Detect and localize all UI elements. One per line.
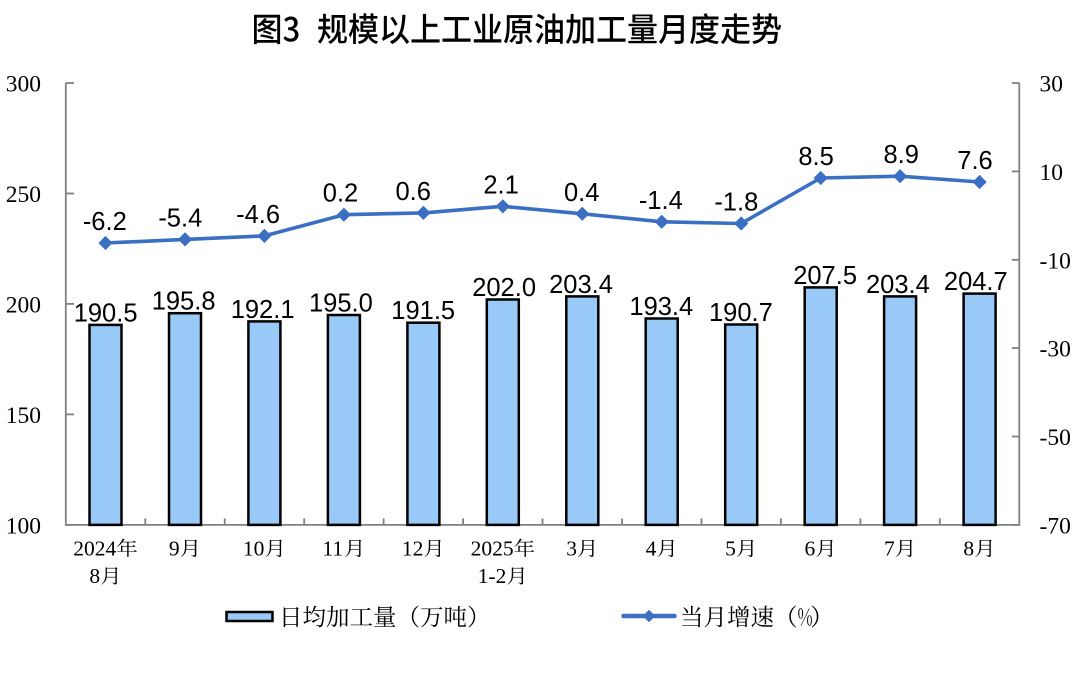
svg-text:300: 300	[6, 72, 41, 98]
svg-text:9: 9	[169, 537, 180, 561]
svg-text:195.8: 195.8	[152, 288, 216, 316]
svg-text:-10: -10	[1040, 248, 1071, 274]
svg-text:3: 3	[566, 537, 577, 561]
svg-text:7.6: 7.6	[957, 147, 992, 175]
svg-text:7: 7	[884, 537, 895, 561]
svg-text:250: 250	[6, 182, 41, 208]
svg-text:-50: -50	[1040, 425, 1071, 451]
svg-text:203.4: 203.4	[549, 271, 613, 299]
svg-text:12: 12	[402, 537, 424, 561]
svg-text:8: 8	[89, 564, 100, 588]
svg-text:10: 10	[1040, 160, 1064, 186]
svg-text:-30: -30	[1040, 337, 1071, 363]
svg-text:10: 10	[243, 537, 265, 561]
svg-text:202.0: 202.0	[472, 274, 536, 302]
svg-text:5: 5	[725, 537, 736, 561]
svg-text:200: 200	[6, 293, 41, 319]
svg-text:-6.2: -6.2	[83, 208, 127, 236]
svg-text:2024: 2024	[73, 537, 116, 561]
svg-text:30: 30	[1040, 72, 1064, 98]
svg-text:0.4: 0.4	[564, 179, 599, 207]
svg-text:11: 11	[322, 537, 343, 561]
svg-text:-1.4: -1.4	[639, 187, 683, 215]
svg-text:150: 150	[6, 403, 41, 429]
svg-text:195.0: 195.0	[309, 290, 373, 318]
svg-text:190.5: 190.5	[74, 299, 138, 327]
svg-text:193.4: 193.4	[629, 293, 693, 321]
svg-text:2.1: 2.1	[483, 171, 518, 199]
svg-text:4: 4	[646, 537, 657, 561]
svg-text:190.7: 190.7	[709, 299, 773, 327]
svg-text:-5.4: -5.4	[158, 204, 202, 232]
svg-text:100: 100	[6, 514, 41, 540]
svg-text:8: 8	[963, 537, 974, 561]
svg-text:0.2: 0.2	[323, 180, 358, 208]
svg-text:207.5: 207.5	[793, 262, 857, 290]
svg-text:-1.8: -1.8	[714, 189, 758, 217]
svg-text:0.6: 0.6	[395, 178, 430, 206]
svg-text:191.5: 191.5	[391, 297, 455, 325]
svg-text:204.7: 204.7	[944, 268, 1008, 296]
svg-text:1-2: 1-2	[478, 564, 507, 588]
svg-text:-4.6: -4.6	[236, 201, 280, 229]
svg-text:8.5: 8.5	[798, 143, 833, 171]
svg-text:-70: -70	[1040, 514, 1071, 540]
svg-text:203.4: 203.4	[866, 271, 930, 299]
svg-text:192.1: 192.1	[231, 296, 295, 324]
svg-text:8.9: 8.9	[883, 141, 918, 169]
svg-text:2025: 2025	[471, 537, 514, 561]
svg-text:6: 6	[805, 537, 816, 561]
